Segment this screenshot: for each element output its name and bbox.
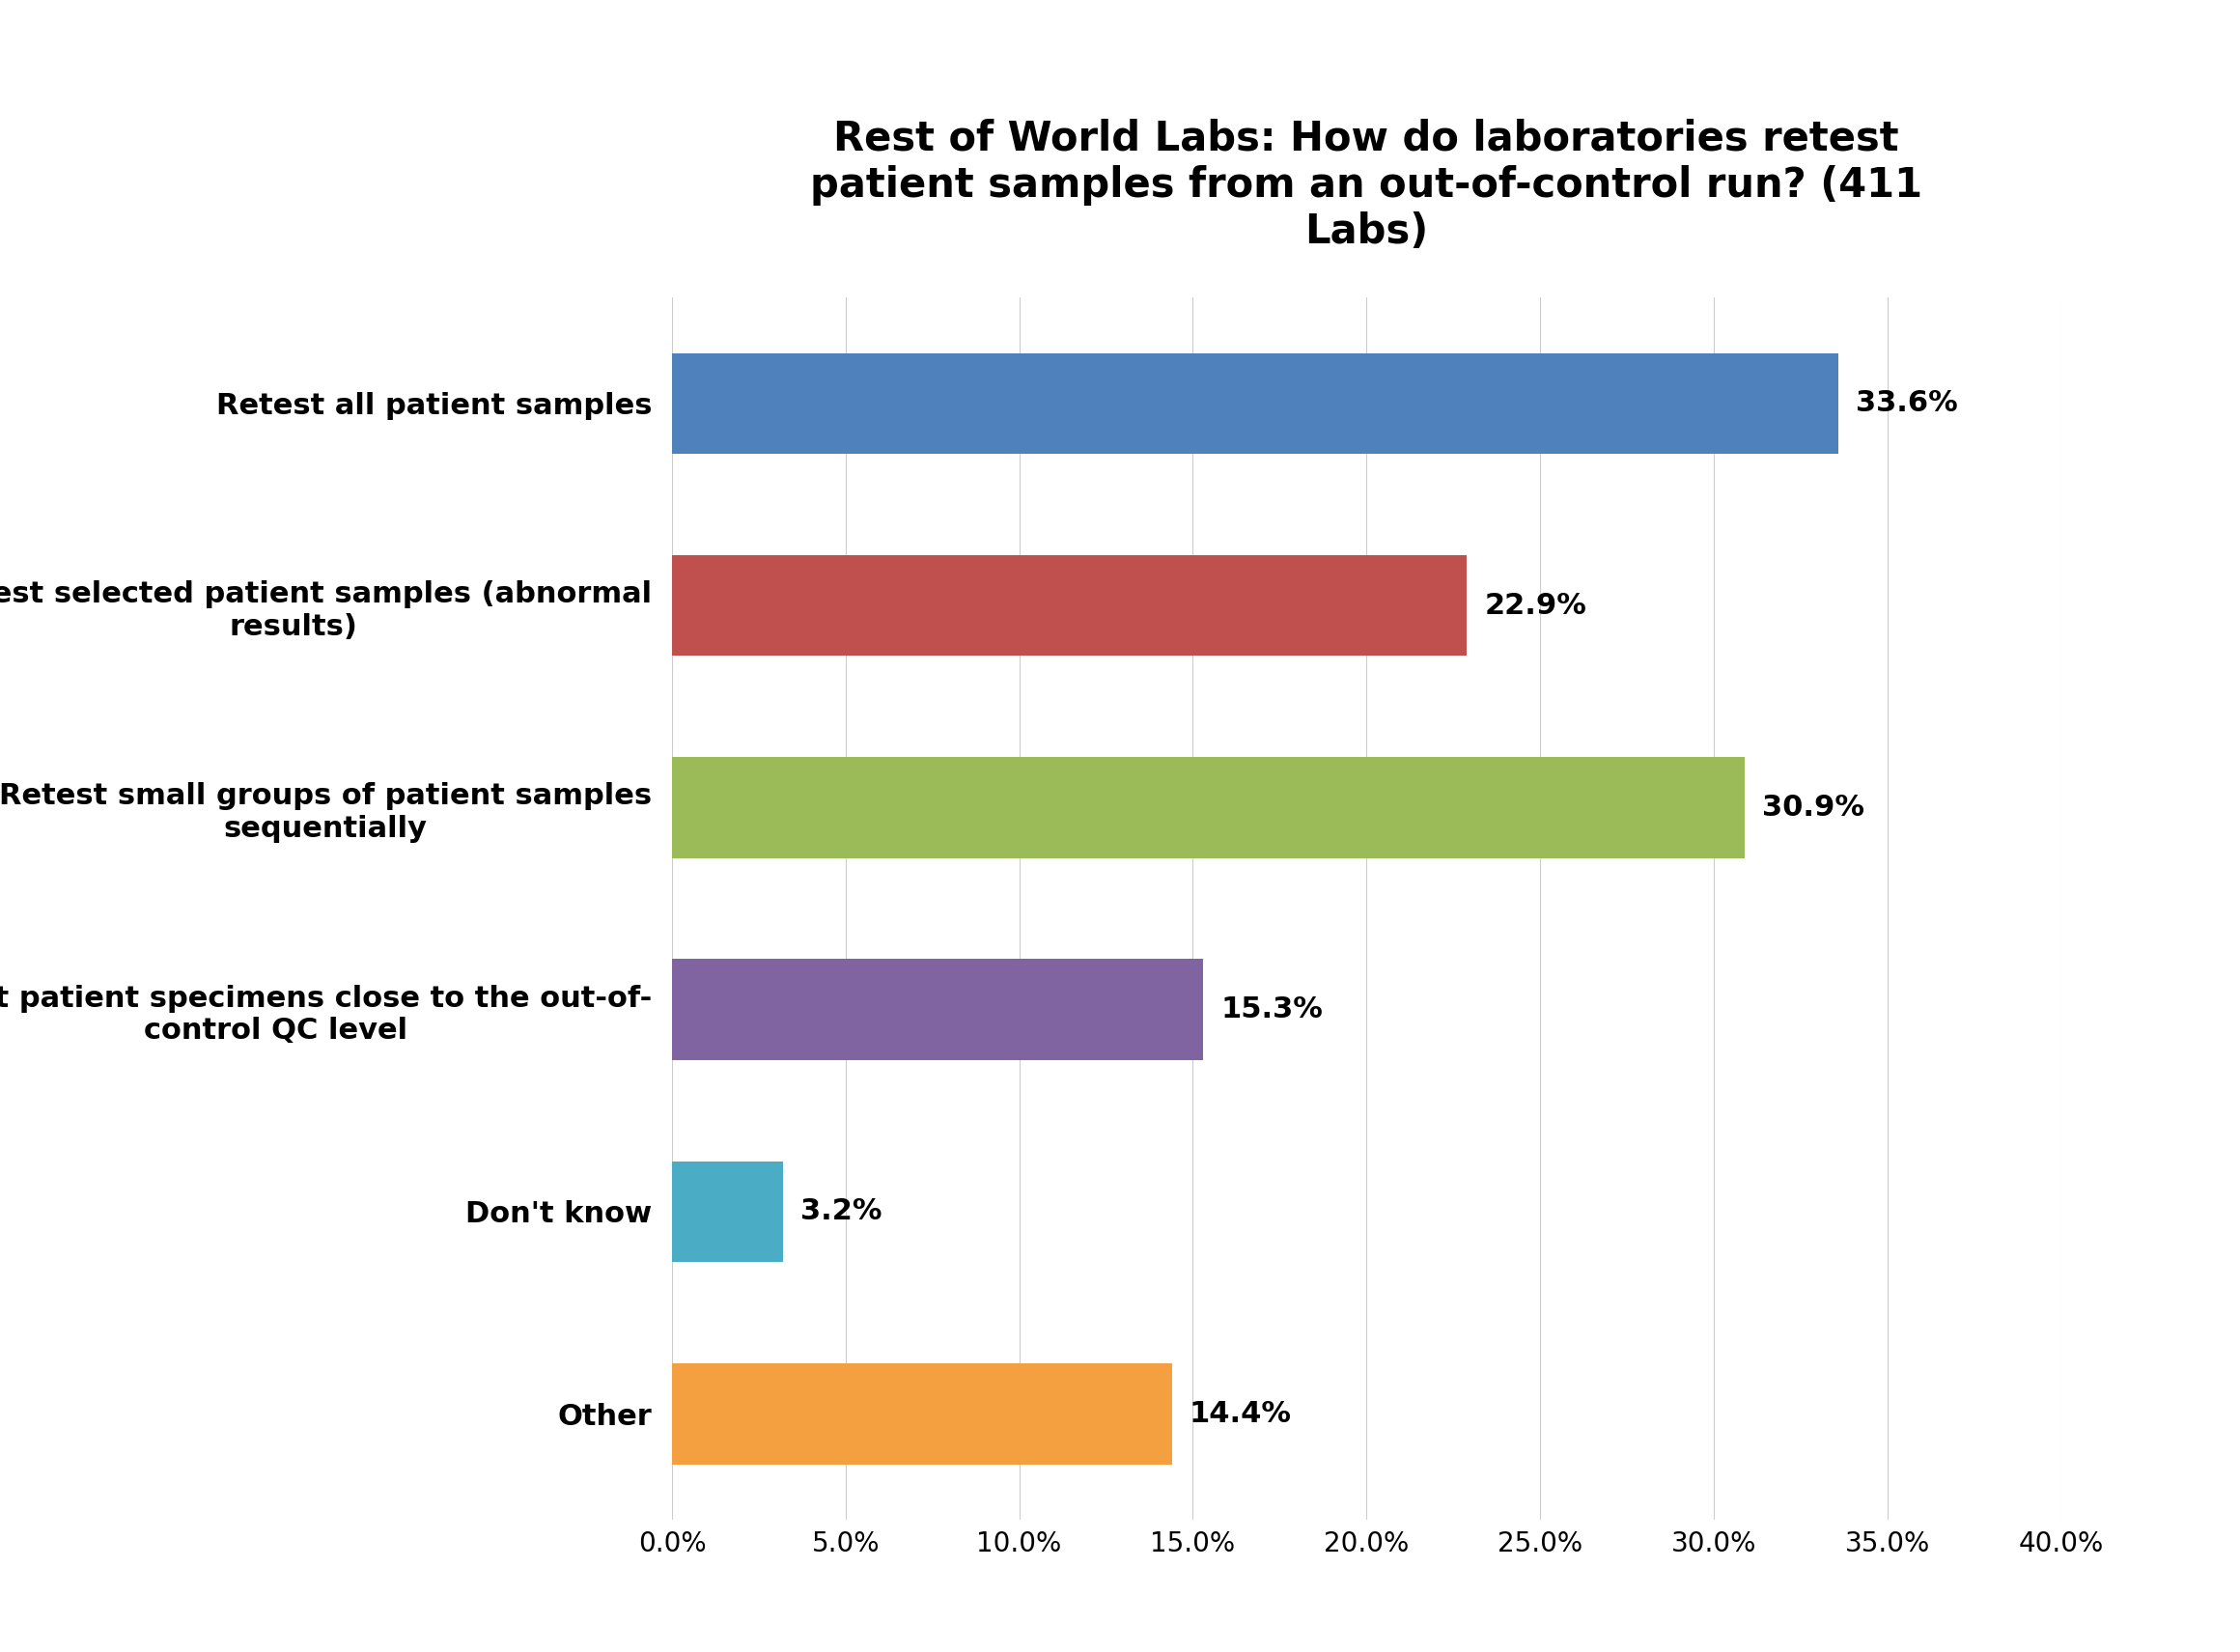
Text: 15.3%: 15.3%: [1221, 996, 1324, 1024]
Bar: [672, 757, 1745, 857]
Bar: [672, 555, 1467, 656]
Text: 33.6%: 33.6%: [1857, 390, 1958, 418]
Text: 30.9%: 30.9%: [1763, 793, 1864, 821]
Bar: [672, 1161, 784, 1262]
Bar: [672, 354, 1839, 454]
Bar: [672, 960, 1203, 1061]
Bar: [672, 1363, 1172, 1464]
Text: 14.4%: 14.4%: [1189, 1399, 1292, 1427]
Text: 22.9%: 22.9%: [1485, 591, 1586, 620]
Text: 3.2%: 3.2%: [800, 1198, 883, 1226]
Title: Rest of World Labs: How do laboratories retest
patient samples from an out-of-co: Rest of World Labs: How do laboratories …: [811, 117, 1922, 253]
